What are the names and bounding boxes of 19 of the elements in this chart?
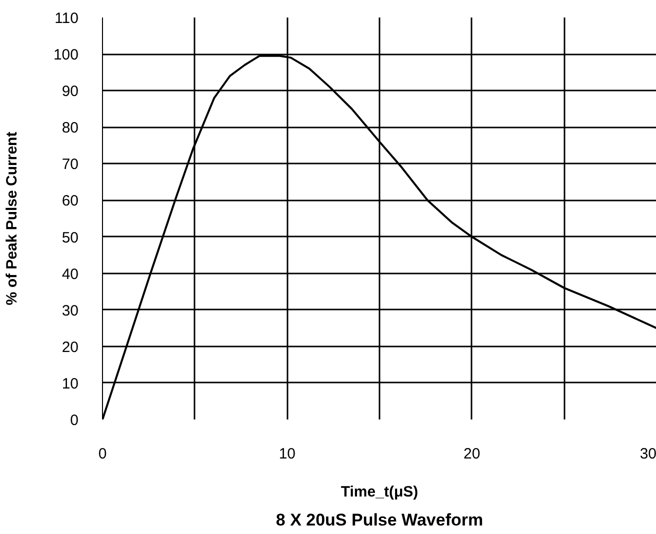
y-tick-label: 50: [62, 229, 79, 246]
y-tick-label: 10: [62, 375, 79, 392]
y-axis-title: % of Peak Pulse Current: [3, 132, 20, 306]
y-tick-label: 0: [70, 412, 78, 429]
x-tick-label: 10: [278, 446, 296, 462]
x-axis-title: Time_t(μS): [340, 484, 418, 500]
y-tick-label: 90: [62, 83, 79, 100]
text: 8 X 20uS Pulse Waveform: [276, 510, 484, 530]
y-tick-label: 80: [62, 120, 79, 137]
y-tick-label: 20: [62, 338, 79, 356]
x-tick-label: 20: [463, 446, 480, 462]
x-tick-label: 30: [640, 446, 656, 462]
y-tick-label: 30: [62, 302, 79, 320]
y-tick-label: 60: [62, 192, 79, 210]
y-tick-label: 100: [53, 46, 79, 64]
y-tick-label: 70: [62, 156, 79, 174]
x-tick-label: 0: [98, 446, 107, 462]
y-tick-label: 40: [62, 266, 79, 283]
y-tick-label: 110: [54, 10, 79, 27]
